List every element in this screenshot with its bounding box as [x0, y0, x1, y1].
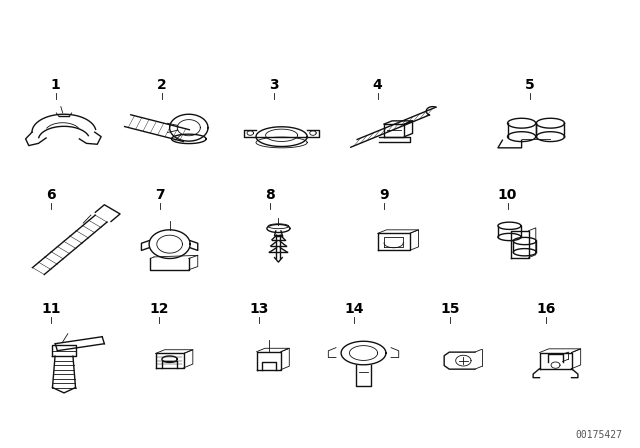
- Text: 10: 10: [498, 188, 517, 202]
- Text: 2: 2: [157, 78, 167, 92]
- Text: 11: 11: [42, 302, 61, 316]
- Text: 1: 1: [51, 78, 61, 92]
- Text: 9: 9: [379, 188, 389, 202]
- Text: 3: 3: [269, 78, 279, 92]
- Text: 15: 15: [440, 302, 460, 316]
- Text: 5: 5: [525, 78, 535, 92]
- Text: 12: 12: [149, 302, 168, 316]
- Text: 4: 4: [372, 78, 383, 92]
- Text: 14: 14: [344, 302, 364, 316]
- Text: 8: 8: [265, 188, 275, 202]
- Text: 16: 16: [536, 302, 556, 316]
- Text: 7: 7: [155, 188, 165, 202]
- Text: 13: 13: [250, 302, 269, 316]
- Text: 6: 6: [46, 188, 56, 202]
- Text: 00175427: 00175427: [575, 430, 622, 440]
